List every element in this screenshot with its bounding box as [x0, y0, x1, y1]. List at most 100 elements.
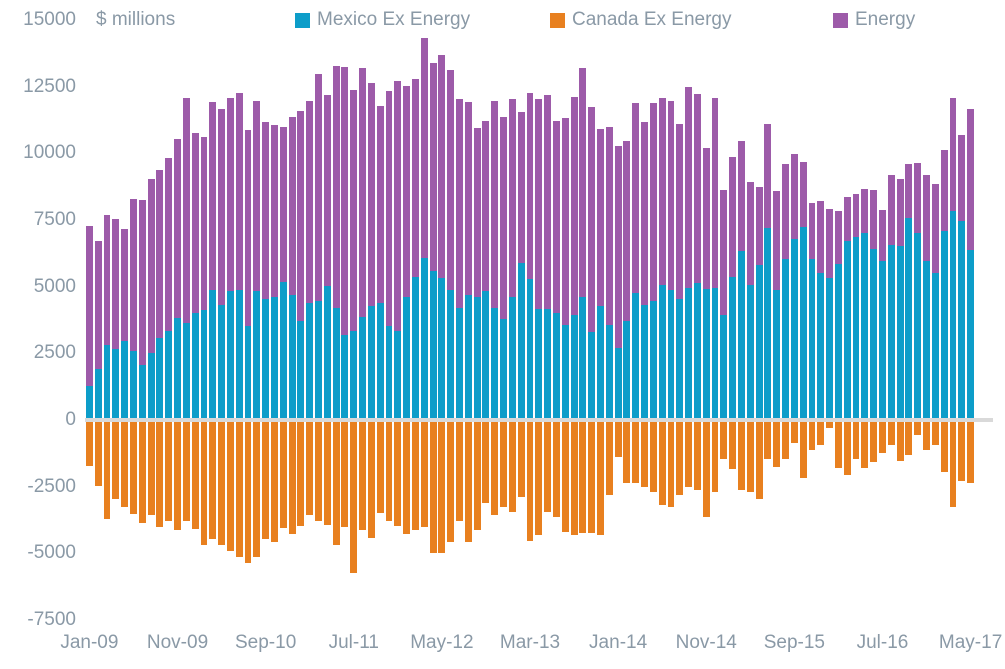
bar-mexico-Sep-13	[579, 297, 587, 418]
bar-mexico-May-17	[967, 250, 975, 418]
bar-canada-Jan-09	[85, 422, 93, 466]
unit-label: $ millions	[96, 9, 176, 30]
bar-mexico-Jun-16	[870, 248, 878, 418]
bar-canada-Mar-10	[209, 422, 217, 540]
bar-mexico-May-11	[332, 308, 340, 418]
bar-energy-Jul-14	[667, 100, 675, 290]
bar-canada-Oct-15	[799, 422, 807, 478]
bar-canada-Aug-16	[887, 422, 895, 446]
bar-energy-Sep-14	[685, 87, 693, 288]
bar-mexico-May-09	[121, 341, 129, 418]
bar-mexico-Apr-09	[112, 348, 120, 418]
bar-canada-Nov-14	[702, 422, 710, 517]
bar-canada-Jul-11	[350, 422, 358, 573]
zero-line	[85, 418, 993, 422]
bar-mexico-Jul-16	[879, 260, 886, 418]
bar-mexico-Jan-13	[508, 296, 516, 418]
bar-energy-May-16	[861, 188, 869, 233]
bar-mexico-Nov-16	[914, 232, 922, 418]
bar-energy-Dec-10	[288, 116, 296, 296]
bar-canada-May-09	[121, 422, 129, 508]
y-tick-label: -7500	[27, 609, 76, 630]
bar-mexico-Mar-10	[209, 290, 217, 418]
bar-mexico-Oct-11	[376, 303, 384, 418]
bar-mexico-Jun-15	[764, 228, 772, 418]
bar-mexico-Feb-09	[94, 368, 102, 418]
bar-energy-Feb-17	[940, 150, 948, 232]
bar-energy-Sep-16	[896, 179, 904, 246]
bar-canada-Mar-17	[949, 422, 957, 508]
bar-mexico-Mar-15	[738, 251, 745, 418]
bar-energy-Oct-13	[588, 107, 596, 332]
bar-mexico-Jan-15	[720, 314, 728, 418]
bar-mexico-Sep-14	[685, 288, 693, 418]
bar-mexico-Aug-10	[253, 291, 261, 418]
bar-canada-Apr-09	[112, 422, 120, 500]
bar-energy-Apr-09	[112, 218, 120, 349]
bar-energy-Sep-12	[473, 128, 481, 297]
bar-canada-Feb-10	[200, 422, 208, 545]
bar-mexico-Oct-13	[588, 332, 596, 418]
bar-canada-Jul-09	[138, 422, 146, 524]
bar-canada-Feb-16	[834, 422, 842, 468]
bar-energy-Dec-12	[500, 116, 507, 320]
bar-energy-Sep-13	[579, 68, 587, 298]
bar-mexico-Feb-15	[729, 277, 737, 418]
bar-energy-May-14	[649, 103, 657, 301]
canada-swatch-icon	[550, 12, 565, 28]
bar-mexico-Apr-10	[218, 304, 226, 418]
bar-canada-Feb-15	[729, 422, 737, 470]
legend-label-energy: Energy	[855, 9, 916, 30]
bar-canada-Sep-11	[367, 422, 375, 538]
bar-mexico-Sep-12	[473, 296, 481, 418]
bar-mexico-Oct-09	[165, 330, 173, 418]
bar-energy-Mar-15	[738, 141, 745, 252]
bar-energy-Sep-15	[790, 154, 798, 240]
bar-mexico-Feb-17	[940, 231, 948, 418]
bar-energy-Jun-11	[341, 67, 349, 336]
x-tick-label: Jul-16	[856, 632, 909, 653]
legend-label-canada: Canada Ex Energy	[572, 9, 732, 30]
bar-canada-Aug-15	[782, 422, 789, 460]
bar-canada-Nov-15	[808, 422, 816, 450]
bar-mexico-Apr-17	[958, 220, 966, 418]
bar-energy-Oct-12	[482, 121, 490, 292]
bar-mexico-Jan-17	[931, 272, 939, 418]
bar-mexico-Jan-14	[614, 348, 622, 418]
bar-mexico-May-14	[649, 300, 657, 418]
bar-canada-Jan-17	[931, 422, 939, 445]
bar-canada-Jun-09	[130, 422, 137, 514]
bar-mexico-Jul-13	[561, 324, 569, 418]
bar-canada-Dec-14	[711, 422, 719, 492]
bar-canada-Jul-15	[773, 422, 781, 468]
bar-mexico-Nov-12	[491, 308, 499, 418]
bar-energy-Nov-11	[385, 90, 393, 326]
bar-mexico-Sep-15	[790, 239, 798, 418]
bar-canada-May-10	[226, 422, 234, 552]
bar-energy-May-15	[755, 187, 763, 266]
bar-energy-Sep-09	[156, 170, 164, 338]
bar-mexico-Apr-16	[852, 237, 860, 418]
bar-canada-Feb-09	[94, 422, 102, 486]
bar-mexico-Nov-11	[385, 326, 393, 418]
bar-energy-May-10	[226, 98, 234, 292]
bar-canada-Dec-10	[288, 422, 296, 534]
bar-mexico-Oct-16	[905, 218, 913, 418]
bar-energy-Sep-10	[262, 122, 270, 300]
bar-energy-Dec-16	[923, 175, 930, 261]
bar-energy-Dec-14	[711, 98, 719, 288]
x-tick-label: May-12	[410, 632, 474, 653]
y-tick-label: 5000	[33, 275, 76, 297]
bar-canada-Sep-14	[685, 422, 693, 488]
bar-mexico-Mar-09	[103, 344, 111, 418]
bar-mexico-Dec-14	[711, 288, 719, 418]
bar-mexico-Oct-10	[270, 296, 278, 418]
bar-energy-Feb-09	[94, 240, 102, 369]
bar-mexico-Jan-10	[191, 312, 199, 418]
bar-mexico-Apr-12	[429, 271, 437, 418]
bar-energy-Jul-12	[456, 99, 463, 308]
mexico-swatch-icon	[295, 12, 310, 28]
bar-canada-Mar-12	[420, 422, 428, 528]
y-tick-label: 15000	[23, 9, 76, 30]
x-tick-label: Jan-14	[589, 632, 648, 653]
